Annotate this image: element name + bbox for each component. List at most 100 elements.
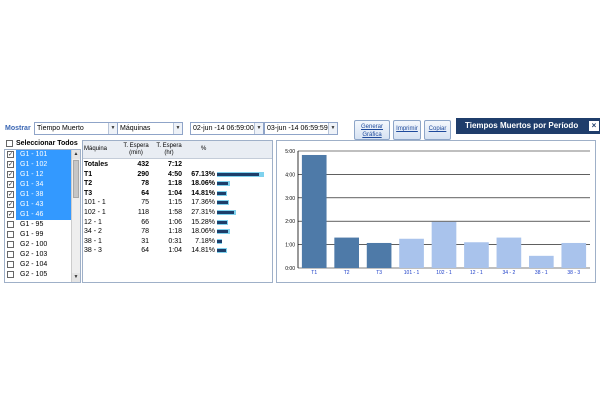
table-header: Máquina T. Espera (min) T. Espera (hr) %: [83, 141, 272, 159]
date-from-picker[interactable]: 02-jun -14 06:59:00 ▼: [190, 122, 264, 135]
list-item[interactable]: G1 - 99: [5, 230, 71, 240]
list-item[interactable]: ✓ G1 - 34: [5, 180, 71, 190]
chart-svg: 0:00 1:00 2:00 3:00 4:00 5:00 T1 T2 T3 101 - 1 102…: [285, 149, 590, 276]
toolbar: Mostrar Tiempo Muerto ▼ Máquinas ▼ 02-ju…: [0, 117, 600, 141]
cell-espera-hr: 0:31: [168, 237, 182, 245]
cell-espera-min: 64: [141, 189, 149, 197]
y-tick-label: 4:00: [285, 172, 295, 178]
pct-bar: [217, 248, 228, 254]
chevron-down-icon[interactable]: ▼: [328, 123, 337, 134]
table-row[interactable]: 38 - 1 31 0:31 7.18%: [83, 237, 272, 246]
machine-checkbox[interactable]: ✓: [7, 211, 14, 218]
x-tick-label: 38 - 1: [535, 270, 548, 276]
x-tick-label: 101 - 1: [404, 270, 420, 276]
machine-checkbox[interactable]: ✓: [7, 191, 14, 198]
machine-label: G1 - 46: [16, 210, 71, 220]
group-select[interactable]: Máquinas ▼: [117, 122, 183, 135]
chevron-down-icon[interactable]: ▼: [173, 123, 182, 134]
app-window: Mostrar Tiempo Muerto ▼ Máquinas ▼ 02-ju…: [0, 117, 600, 285]
select-all-checkbox[interactable]: [6, 140, 13, 147]
cell-espera-min: 432: [137, 161, 149, 168]
machine-checkbox[interactable]: ✓: [7, 201, 14, 208]
table-row[interactable]: 34 - 2 78 1:18 18.06%: [83, 227, 272, 236]
list-item[interactable]: G2 - 105: [5, 270, 71, 280]
select-all-row[interactable]: Seleccionar Todos: [4, 139, 81, 149]
table-row[interactable]: 101 - 1 75 1:15 17.36%: [83, 198, 272, 207]
list-item[interactable]: G1 - 95: [5, 220, 71, 230]
cell-maquina: 38 - 1: [84, 237, 102, 245]
pct-bar-fill-dark: [217, 249, 227, 253]
cell-espera-min: 78: [141, 180, 149, 188]
x-tick-label: 38 - 3: [567, 270, 580, 276]
scroll-up-icon[interactable]: ▲: [72, 150, 80, 159]
list-item[interactable]: ✓ G1 - 43: [5, 200, 71, 210]
machine-checkbox[interactable]: [7, 231, 14, 238]
machine-checkbox[interactable]: [7, 261, 14, 268]
pct-bar-fill-dark: [217, 172, 260, 176]
chevron-down-icon[interactable]: ▼: [254, 123, 263, 134]
cell-espera-hr: 1:04: [167, 189, 182, 197]
cell-maquina: T3: [84, 189, 93, 197]
cell-espera-hr: 1:06: [168, 218, 182, 226]
list-item[interactable]: ✓ G1 - 102: [5, 160, 71, 170]
machine-checkbox[interactable]: ✓: [7, 171, 14, 178]
machine-label: G1 - 101: [16, 150, 71, 160]
table-row[interactable]: Totales 432 7:12: [83, 160, 272, 169]
machine-checkbox[interactable]: ✓: [7, 181, 14, 188]
machine-checkbox[interactable]: ✓: [7, 161, 14, 168]
machine-checkbox[interactable]: [7, 241, 14, 248]
generar-grafica-button[interactable]: Generar Gráfica: [354, 120, 390, 140]
list-item[interactable]: G2 - 100: [5, 240, 71, 250]
close-icon[interactable]: ×: [589, 121, 599, 131]
list-item[interactable]: ✓ G1 - 38: [5, 190, 71, 200]
panel-title-bar: Tiempos Muertos por Período ×: [456, 118, 600, 134]
scroll-down-icon[interactable]: ▼: [72, 273, 80, 282]
date-to-picker[interactable]: 03-jun -14 06:59:59 ▼: [264, 122, 338, 135]
chart-bar: [496, 237, 522, 268]
table-row[interactable]: T2 78 1:18 18.06%: [83, 179, 272, 188]
list-scrollbar[interactable]: ▲ ▼: [71, 150, 80, 282]
machine-label: G1 - 43: [16, 200, 71, 210]
copiar-label: Copiar: [428, 126, 447, 132]
x-tick-label: 102 - 1: [436, 270, 452, 276]
chart-bar: [334, 237, 359, 268]
imprimir-button[interactable]: Imprimir: [393, 120, 421, 140]
chevron-down-icon[interactable]: ▼: [108, 123, 117, 134]
header-espera-hr-line1: T. Espera: [156, 143, 182, 149]
pct-bar: [217, 181, 230, 187]
machine-checkbox[interactable]: ✓: [7, 151, 14, 158]
header-espera-min-line2: (min): [129, 150, 143, 156]
header-espera-hr: T. Espera (hr): [153, 143, 185, 157]
machine-checkbox[interactable]: [7, 271, 14, 278]
pct-bar-fill-dark: [217, 211, 235, 214]
table-row[interactable]: 38 - 3 64 1:04 14.81%: [83, 246, 272, 255]
x-tick-label: T1: [311, 270, 317, 276]
machine-checkbox[interactable]: [7, 251, 14, 258]
list-item[interactable]: ✓ G1 - 101: [5, 150, 71, 160]
cell-maquina: 102 - 1: [84, 209, 106, 216]
list-item[interactable]: ✓ G1 - 12: [5, 170, 71, 180]
metric-select[interactable]: Tiempo Muerto ▼: [34, 122, 118, 135]
metric-select-value: Tiempo Muerto: [37, 125, 84, 132]
list-item[interactable]: G2 - 104: [5, 260, 71, 270]
cell-maquina: 12 - 1: [84, 218, 102, 226]
scroll-thumb[interactable]: [73, 160, 79, 198]
copiar-button[interactable]: Copiar: [424, 120, 451, 140]
table-row[interactable]: 102 - 1 118 1:58 27.31%: [83, 208, 272, 217]
cell-maquina: Totales: [84, 161, 108, 168]
downtime-chart: 0:00 1:00 2:00 3:00 4:00 5:00 T1 T2 T3 101 - 1 102…: [276, 140, 596, 283]
cell-pct: 27.31%: [191, 209, 215, 216]
table-row[interactable]: 12 - 1 66 1:06 15.28%: [83, 218, 272, 227]
machine-label: G2 - 100: [20, 241, 48, 248]
table-row[interactable]: T3 64 1:04 14.81%: [83, 189, 272, 198]
table-row[interactable]: T1 290 4:50 67.13%: [83, 170, 272, 179]
list-item[interactable]: ✓ G1 - 46: [5, 210, 71, 220]
header-maquina: Máquina: [84, 146, 108, 152]
cell-espera-hr: 1:15: [168, 199, 182, 207]
panel-title: Tiempos Muertos por Período: [465, 121, 579, 130]
machine-checkbox[interactable]: [7, 221, 14, 228]
list-item[interactable]: G2 - 103: [5, 250, 71, 260]
pct-bar-fill-dark: [217, 182, 229, 186]
x-tick-label: T3: [376, 270, 382, 276]
x-tick-label: 34 - 2: [502, 270, 515, 276]
